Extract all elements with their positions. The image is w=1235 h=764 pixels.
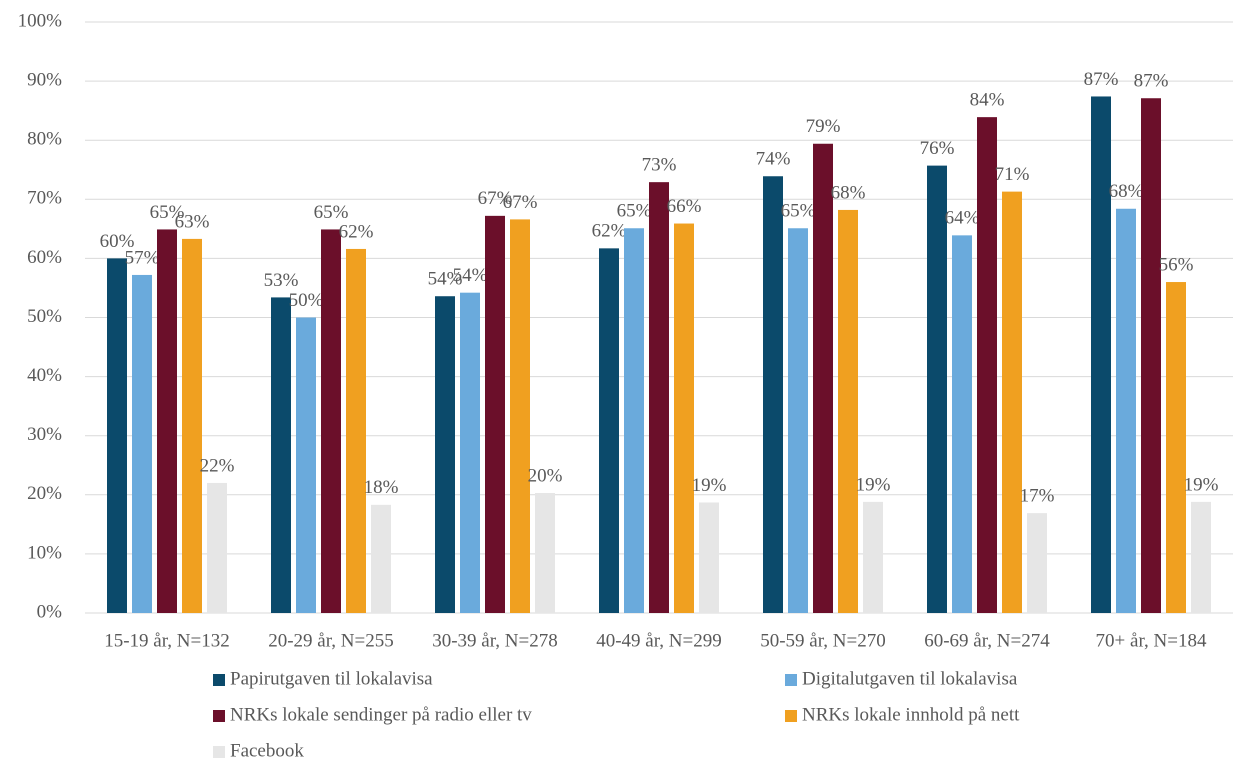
x-tick-label: 50-59 år, N=270	[760, 630, 886, 651]
bar	[1166, 282, 1186, 613]
data-label: 17%	[1020, 485, 1055, 506]
legend-label: NRKs lokale innhold på nett	[802, 704, 1020, 725]
bar	[952, 235, 972, 613]
data-label: 19%	[692, 475, 727, 496]
data-label: 67%	[478, 188, 513, 209]
legend-swatch	[213, 674, 225, 686]
bar	[207, 482, 227, 613]
data-label: 76%	[920, 138, 955, 159]
legend-label: Digitalutgaven til lokalavisa	[802, 668, 1018, 689]
bar	[182, 238, 202, 613]
y-tick-label: 30%	[27, 424, 62, 445]
bar	[1191, 501, 1211, 613]
data-label: 57%	[125, 247, 160, 268]
data-label: 79%	[806, 116, 841, 137]
data-label: 22%	[200, 455, 235, 476]
legend-swatch	[785, 674, 797, 686]
data-label: 50%	[289, 290, 324, 311]
bar	[346, 248, 366, 613]
legend-label: NRKs lokale sendinger på radio eller tv	[230, 704, 532, 725]
data-label: 62%	[339, 221, 374, 242]
bar	[838, 209, 858, 614]
data-label: 65%	[781, 201, 816, 222]
data-label: 18%	[364, 477, 399, 498]
data-label: 19%	[856, 474, 891, 495]
bar	[699, 502, 719, 613]
x-tick-label: 15-19 år, N=132	[104, 630, 230, 651]
y-tick-label: 50%	[27, 306, 62, 327]
bar	[1091, 96, 1111, 613]
legend-swatch	[213, 746, 225, 758]
bar	[649, 182, 669, 613]
y-tick-label: 10%	[27, 542, 62, 563]
data-label: 87%	[1084, 69, 1119, 90]
x-tick-label: 20-29 år, N=255	[268, 630, 394, 651]
bar	[674, 223, 694, 613]
y-tick-label: 100%	[18, 10, 63, 31]
data-label: 54%	[453, 265, 488, 286]
bar	[296, 317, 316, 613]
data-label: 60%	[100, 231, 135, 252]
data-label: 64%	[945, 208, 980, 229]
bar	[813, 143, 833, 613]
data-label: 62%	[592, 221, 627, 242]
y-tick-label: 70%	[27, 188, 62, 209]
bar	[624, 228, 644, 613]
bar	[763, 176, 783, 613]
y-tick-label: 20%	[27, 483, 62, 504]
y-tick-label: 0%	[37, 601, 63, 622]
y-tick-label: 40%	[27, 365, 62, 386]
bar	[788, 228, 808, 613]
data-label: 54%	[428, 269, 463, 290]
bar	[510, 219, 530, 614]
data-label: 73%	[642, 155, 677, 176]
data-label: 65%	[617, 201, 652, 222]
data-label: 56%	[1159, 254, 1194, 275]
bar	[599, 248, 619, 613]
bar	[435, 296, 455, 613]
data-label: 87%	[1134, 71, 1169, 92]
y-tick-label: 80%	[27, 129, 62, 150]
data-label: 68%	[1109, 181, 1144, 202]
bar	[535, 493, 555, 613]
bar	[371, 504, 391, 613]
legend-swatch	[213, 710, 225, 722]
data-label: 53%	[264, 270, 299, 291]
bar	[460, 292, 480, 613]
bar	[271, 297, 291, 613]
x-tick-label: 30-39 år, N=278	[432, 630, 558, 651]
bar	[1027, 513, 1047, 613]
legend-label: Papirutgaven til lokalavisa	[230, 668, 433, 689]
bar	[485, 215, 505, 613]
bar	[977, 117, 997, 613]
bar	[321, 229, 341, 614]
bar	[157, 229, 177, 614]
bar	[863, 501, 883, 613]
data-label: 19%	[1184, 474, 1219, 495]
data-label: 67%	[503, 192, 538, 213]
bar	[132, 274, 152, 613]
y-tick-label: 60%	[27, 247, 62, 268]
bar	[1116, 208, 1136, 614]
data-label: 20%	[528, 465, 563, 486]
data-label: 74%	[756, 149, 791, 170]
data-label: 84%	[970, 90, 1005, 111]
data-label: 66%	[667, 196, 702, 217]
data-label: 63%	[175, 211, 210, 232]
x-tick-label: 40-49 år, N=299	[596, 630, 722, 651]
data-label: 65%	[150, 202, 185, 223]
data-label: 65%	[314, 202, 349, 223]
data-label: 68%	[831, 182, 866, 203]
x-tick-label: 70+ år, N=184	[1096, 630, 1207, 651]
x-tick-label: 60-69 år, N=274	[924, 630, 1050, 651]
legend-label: Facebook	[230, 740, 304, 761]
bar	[1002, 191, 1022, 613]
bar	[107, 258, 127, 613]
y-tick-label: 90%	[27, 69, 62, 90]
bar	[927, 165, 947, 613]
bar	[1141, 98, 1161, 613]
legend-swatch	[785, 710, 797, 722]
data-label: 71%	[995, 164, 1030, 185]
